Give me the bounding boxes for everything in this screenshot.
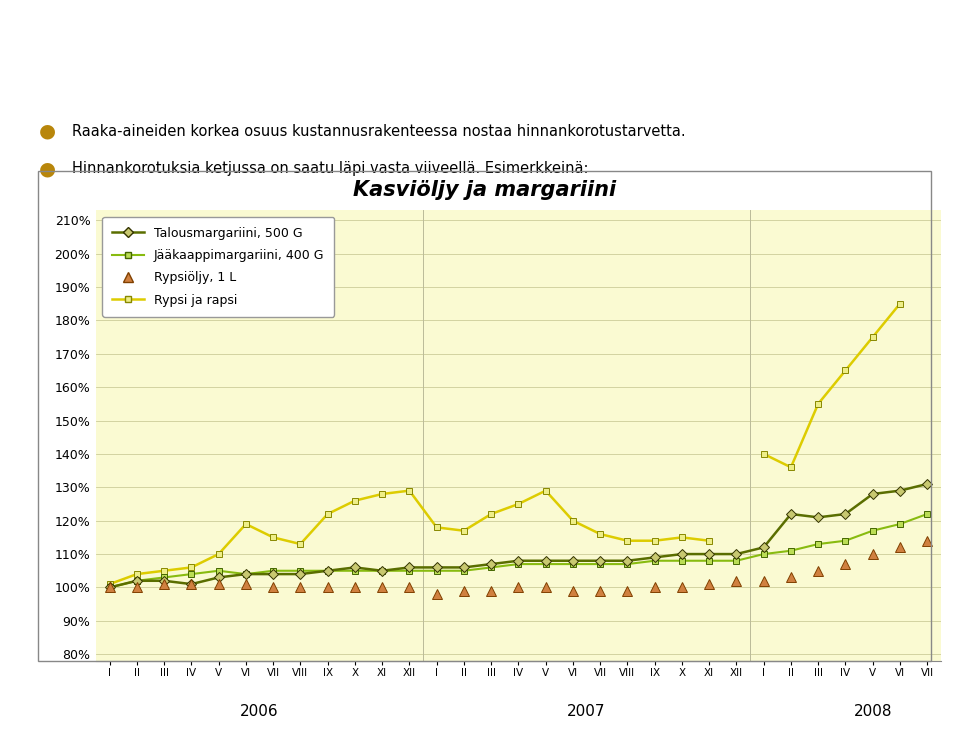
Text: Hinnankorotuksia ketjussa on saatu läpi vasta viiveellä. Esimerkkeinä:: Hinnankorotuksia ketjussa on saatu läpi … — [72, 161, 588, 176]
Text: 2006: 2006 — [240, 704, 278, 719]
Text: 2007: 2007 — [567, 704, 606, 719]
Text: Raaka-aineiden korkea osuus kustannusrakenteessa nostaa hinnankorotustarvetta.: Raaka-aineiden korkea osuus kustannusrak… — [72, 124, 685, 139]
Text: ●: ● — [38, 159, 56, 179]
Legend: Talousmargariini, 500 G, Jääkaappimargariini, 400 G, Rypsiöljy, 1 L, Rypsi ja ra: Talousmargariini, 500 G, Jääkaappimargar… — [103, 216, 334, 317]
Text: ●: ● — [38, 122, 56, 141]
Text: Hintojen kehitys: Hintojen kehitys — [288, 26, 672, 68]
Text: Kasviöljy ja margariini: Kasviöljy ja margariini — [353, 180, 616, 201]
Text: 2008: 2008 — [853, 704, 892, 719]
